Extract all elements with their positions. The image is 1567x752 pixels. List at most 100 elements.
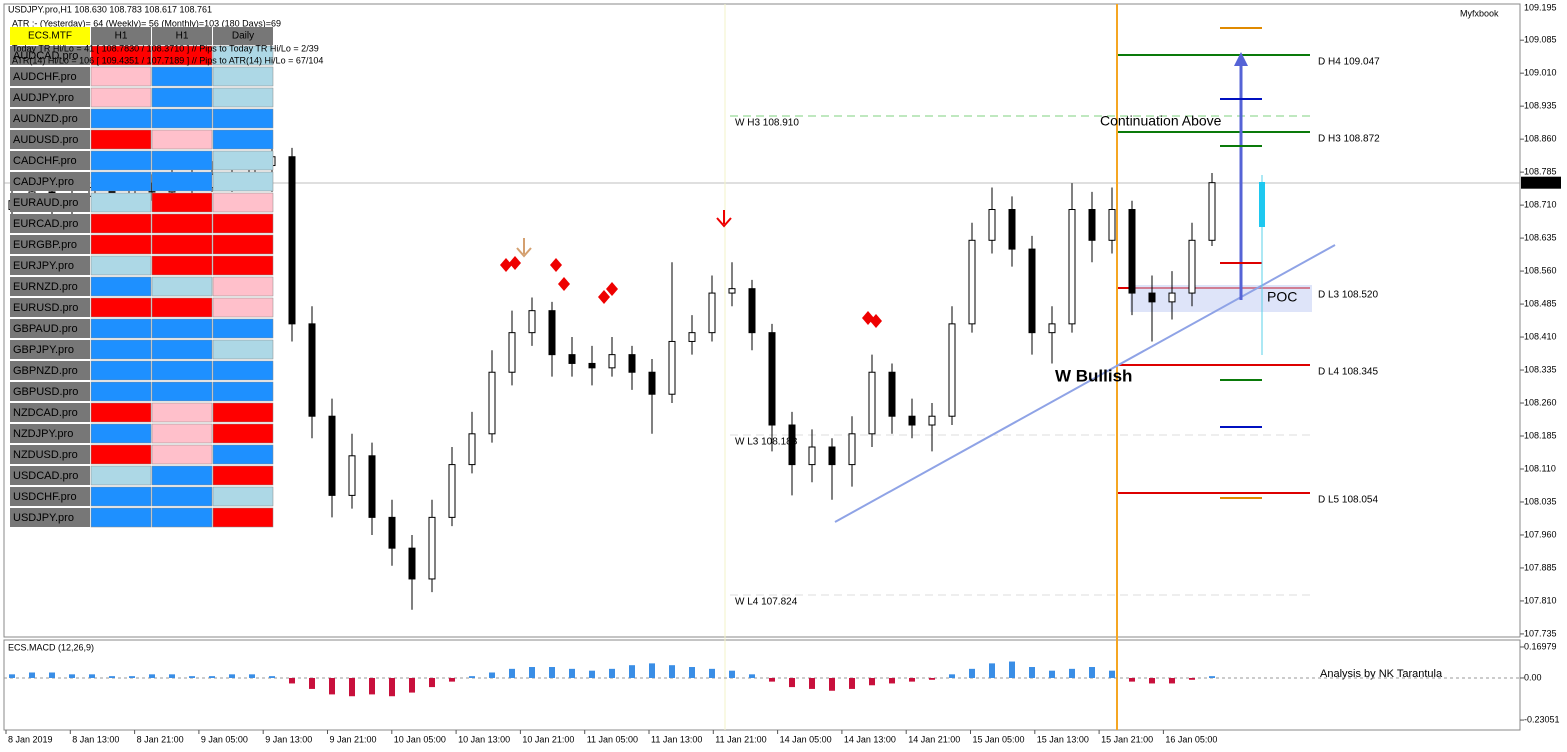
candle-body	[1008, 209, 1016, 250]
macd-bar	[229, 674, 235, 678]
x-tick-label: 14 Jan 13:00	[844, 734, 896, 744]
signal-cell	[151, 66, 213, 87]
panel-header: ECS.MTF	[28, 31, 72, 42]
pair-cell	[10, 151, 90, 170]
pair-cell	[10, 193, 90, 212]
y-tick-label: 107.885	[1524, 562, 1557, 572]
signal-cell	[90, 87, 152, 108]
pair-label: GBPUSD.pro	[13, 386, 78, 398]
macd-bar	[89, 674, 95, 678]
macd-bar	[69, 674, 75, 678]
macd-bar	[1049, 670, 1055, 678]
x-tick-label: 14 Jan 05:00	[780, 734, 832, 744]
candle-body	[908, 415, 916, 426]
macd-bar	[489, 672, 495, 678]
candle-body	[1168, 292, 1176, 303]
signal-cell	[151, 360, 213, 381]
signal-cell	[90, 150, 152, 171]
candle-body	[308, 323, 316, 417]
signal-cell	[151, 276, 213, 297]
y-tick-label: 108.260	[1524, 397, 1557, 407]
pair-cell	[10, 361, 90, 380]
pair-label: USDJPY.pro	[13, 512, 74, 524]
macd-bar	[829, 677, 835, 691]
macd-bar	[529, 667, 535, 678]
macd-bar	[589, 670, 595, 678]
pair-label: GBPJPY.pro	[13, 344, 74, 356]
signal-cell	[151, 255, 213, 276]
signal-cell	[212, 171, 274, 192]
macd-bar	[49, 672, 55, 678]
signal-cell	[151, 213, 213, 234]
pair-cell	[10, 298, 90, 317]
candle-body	[448, 464, 456, 518]
signal-cell	[151, 486, 213, 507]
candle-body	[788, 424, 796, 466]
y-tick-label: 108.710	[1524, 199, 1557, 209]
candle-body	[468, 433, 476, 466]
candle-body	[508, 332, 516, 373]
macd-bar	[269, 676, 275, 678]
candle-body	[768, 332, 776, 426]
signal-cell	[151, 507, 213, 528]
y-tick-label: 108.785	[1524, 167, 1557, 177]
macd-bar	[889, 677, 895, 684]
signal-cell	[90, 276, 152, 297]
macd-bar	[709, 668, 715, 678]
macd-bar	[9, 674, 15, 678]
pair-label: USDCAD.pro	[13, 470, 78, 482]
panel-header-cell	[213, 27, 273, 45]
pair-cell	[10, 319, 90, 338]
signal-cell	[212, 402, 274, 423]
pair-label: EURAUD.pro	[13, 197, 78, 209]
candle-body	[868, 371, 876, 435]
macd-bar	[1029, 667, 1035, 678]
x-tick-label: 15 Jan 21:00	[1101, 734, 1153, 744]
macd-bar	[1129, 677, 1135, 682]
pair-label: NZDCAD.pro	[13, 407, 78, 419]
signal-cell	[90, 234, 152, 255]
macd-bar	[509, 668, 515, 678]
signal-cell	[212, 444, 274, 465]
macd-bar	[109, 676, 115, 678]
today-info: Today TR Hi/Lo = 41 [ 108.7830 / 108.371…	[12, 43, 319, 53]
pair-label: AUDCHF.pro	[13, 71, 77, 83]
signal-cell	[151, 465, 213, 486]
y-tick-label: 108.560	[1524, 265, 1557, 275]
signals	[500, 210, 882, 328]
macd-bar	[1169, 677, 1175, 684]
x-tick-label: 16 Jan 05:00	[1165, 734, 1217, 744]
macd-bar	[369, 677, 375, 695]
macd-bar	[1069, 668, 1075, 678]
signal-cell	[212, 66, 274, 87]
pivot-label: D H3 108.872	[1318, 134, 1380, 145]
signal-cell	[212, 507, 274, 528]
pair-cell	[10, 487, 90, 506]
signal-cell	[212, 150, 274, 171]
y-tick-label: 108.410	[1524, 331, 1557, 341]
signal-cell	[212, 87, 274, 108]
pair-label: EURUSD.pro	[13, 302, 78, 314]
x-tick-label: 9 Jan 13:00	[265, 734, 312, 744]
pair-cell	[10, 382, 90, 401]
macd-bar	[909, 677, 915, 682]
y-tick-label: 0.00	[1524, 672, 1542, 682]
macd-title: ECS.MACD (12,26,9)	[8, 642, 94, 652]
macd-bar	[449, 677, 455, 682]
pair-cell	[10, 277, 90, 296]
y-tick-label: 107.960	[1524, 529, 1557, 539]
macd-bar	[189, 676, 195, 678]
pair-cell	[10, 508, 90, 527]
signal-cell	[151, 192, 213, 213]
macd-bar	[309, 677, 315, 689]
macd-bar	[869, 677, 875, 686]
macd-bar	[929, 677, 935, 680]
signal-cell	[212, 45, 274, 66]
y-tick-label: 108.860	[1524, 134, 1557, 144]
signal-cell	[151, 444, 213, 465]
panel-header: Daily	[232, 31, 254, 42]
macd-bar	[969, 668, 975, 678]
y-tick-label: 108.485	[1524, 298, 1557, 308]
candle-body	[368, 455, 376, 518]
pair-cell	[10, 424, 90, 443]
